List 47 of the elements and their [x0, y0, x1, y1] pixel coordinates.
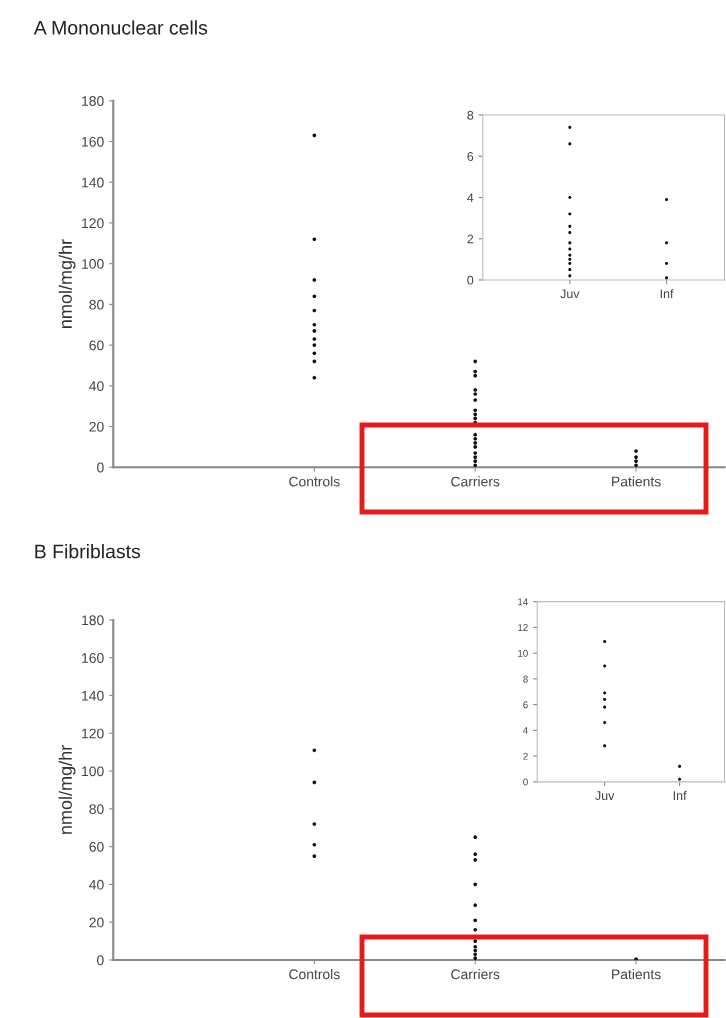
y-tick-label: 12: [518, 624, 528, 631]
x-tick-label: Controls: [289, 969, 340, 980]
y-tick-label: 0: [97, 462, 104, 473]
y-tick-label: 180: [82, 615, 104, 626]
y-tick-label: 40: [89, 381, 104, 391]
y-tick-label: 6: [523, 701, 528, 709]
y-tick-label: 100: [82, 766, 104, 777]
y-tick-label: 60: [89, 841, 104, 852]
y-tick-label: 8: [523, 675, 528, 683]
y-axis-title: nmol/mg/hr: [58, 745, 76, 834]
y-tick-label: 4: [467, 193, 474, 203]
y-tick-label: 180: [82, 96, 104, 106]
x-tick-label: Carriers: [451, 476, 500, 487]
y-tick-label: 160: [82, 653, 104, 663]
y-tick-label: 20: [89, 421, 104, 432]
x-tick-label: Controls: [289, 476, 340, 487]
y-tick-label: 0: [467, 275, 474, 285]
x-tick-label: Juv: [560, 289, 580, 299]
y-tick-label: 8: [467, 110, 474, 120]
y-tick-label: 140: [82, 177, 104, 188]
y-tick-label: 14: [518, 598, 528, 606]
y-tick-label: 160: [82, 136, 104, 147]
x-tick-label: Patients: [612, 969, 661, 980]
y-tick-label: 140: [82, 690, 104, 701]
y-tick-label: 80: [89, 804, 104, 815]
x-tick-label: Inf: [660, 288, 674, 299]
x-tick-label: Inf: [673, 790, 687, 800]
y-tick-label: 2: [523, 752, 528, 760]
y-tick-label: 20: [89, 917, 104, 928]
y-tick-label: 2: [467, 234, 474, 244]
y-tick-label: 0: [97, 955, 104, 966]
y-tick-label: 40: [89, 879, 104, 890]
y-tick-label: 120: [82, 218, 104, 229]
y-tick-label: 120: [82, 728, 104, 739]
y-tick-label: 4: [523, 727, 528, 734]
y-tick-label: 60: [89, 340, 104, 351]
y-axis-title: nmol/mg/hr: [58, 239, 76, 328]
y-tick-label: 80: [89, 299, 104, 310]
y-tick-label: 6: [467, 152, 474, 161]
chart-title: B Fibriblasts: [35, 544, 141, 559]
x-tick-label: Juv: [595, 791, 615, 801]
y-tick-label: 100: [82, 259, 104, 269]
x-tick-label: Patients: [612, 476, 661, 487]
y-tick-label: 10: [518, 649, 528, 657]
x-tick-label: Carriers: [451, 969, 500, 980]
chart-title: A Mononuclear cells: [33, 20, 208, 35]
y-tick-label: 0: [523, 778, 528, 786]
